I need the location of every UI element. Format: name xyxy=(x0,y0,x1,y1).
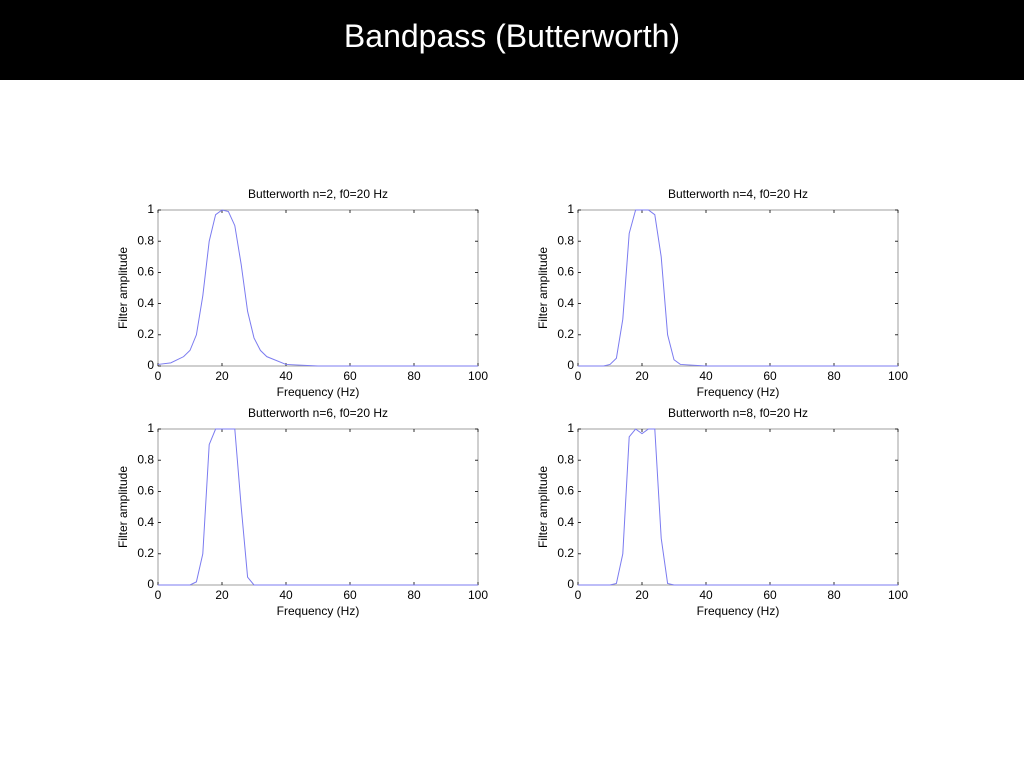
chart-title: Butterworth n=8, f0=20 Hz xyxy=(668,406,808,420)
x-tick-label: 40 xyxy=(699,588,713,602)
y-tick-label: 0.6 xyxy=(557,484,574,498)
x-tick-label: 60 xyxy=(763,588,777,602)
y-tick-label: 0.4 xyxy=(137,296,154,310)
y-tick-label: 0.2 xyxy=(557,327,574,341)
x-axis-label: Frequency (Hz) xyxy=(697,385,780,399)
plot-frame xyxy=(577,428,899,586)
x-tick-label: 20 xyxy=(635,588,649,602)
y-tick-label: 0.8 xyxy=(137,233,154,247)
x-tick-label: 0 xyxy=(575,588,582,602)
x-tick-label: 60 xyxy=(343,588,357,602)
x-tick-label: 80 xyxy=(407,369,421,383)
x-tick-label: 100 xyxy=(468,369,488,383)
y-tick-label: 0.8 xyxy=(557,452,574,466)
y-tick-label: 0.4 xyxy=(137,515,154,529)
line xyxy=(578,428,898,586)
x-tick-label: 0 xyxy=(155,369,162,383)
y-tick-label: 1 xyxy=(567,421,574,435)
line xyxy=(578,209,898,367)
x-tick-label: 20 xyxy=(215,369,229,383)
y-tick-label: 0.2 xyxy=(137,546,154,560)
y-tick-label: 0.2 xyxy=(137,327,154,341)
x-tick-label: 100 xyxy=(888,588,908,602)
y-tick-label: 0.8 xyxy=(557,233,574,247)
y-tick-label: 0.6 xyxy=(137,484,154,498)
y-tick-label: 0 xyxy=(147,358,154,372)
x-tick-label: 40 xyxy=(699,369,713,383)
chart-title: Butterworth n=2, f0=20 Hz xyxy=(248,187,388,201)
y-axis-label: Filter amplitude xyxy=(116,247,130,329)
y-tick-label: 0 xyxy=(567,358,574,372)
x-tick-label: 100 xyxy=(468,588,488,602)
y-tick-label: 0 xyxy=(147,577,154,591)
x-tick-label: 20 xyxy=(215,588,229,602)
y-axis-label: Filter amplitude xyxy=(536,466,550,548)
y-axis-label: Filter amplitude xyxy=(116,466,130,548)
header: Bandpass (Butterworth) xyxy=(0,0,1024,80)
plot-frame xyxy=(577,209,899,367)
y-tick-label: 0.2 xyxy=(557,546,574,560)
y-tick-label: 0.4 xyxy=(557,296,574,310)
x-tick-label: 80 xyxy=(407,588,421,602)
x-tick-label: 100 xyxy=(888,369,908,383)
y-tick-label: 0 xyxy=(567,577,574,591)
line xyxy=(157,209,478,367)
y-tick-label: 0.8 xyxy=(137,452,154,466)
x-tick-label: 60 xyxy=(763,369,777,383)
y-tick-label: 1 xyxy=(147,421,154,435)
x-tick-label: 80 xyxy=(827,369,841,383)
y-tick-label: 0.6 xyxy=(137,265,154,279)
x-tick-label: 60 xyxy=(343,369,357,383)
x-axis-label: Frequency (Hz) xyxy=(277,385,360,399)
slide-title: Bandpass (Butterworth) xyxy=(343,18,681,54)
y-axis-label: Filter amplitude xyxy=(536,247,550,329)
y-tick-label: 0.4 xyxy=(557,515,574,529)
line xyxy=(158,428,478,586)
y-tick-label: 1 xyxy=(147,202,154,216)
x-tick-label: 40 xyxy=(279,588,293,602)
y-tick-label: 1 xyxy=(567,202,574,216)
chart-title: Butterworth n=4, f0=20 Hz xyxy=(668,187,808,201)
x-tick-label: 0 xyxy=(155,588,162,602)
plot-frame xyxy=(157,209,479,367)
x-tick-label: 20 xyxy=(635,369,649,383)
x-axis-label: Frequency (Hz) xyxy=(697,604,780,618)
x-tick-label: 0 xyxy=(575,369,582,383)
chart-title: Butterworth n=6, f0=20 Hz xyxy=(248,406,388,420)
x-axis-label: Frequency (Hz) xyxy=(277,604,360,618)
x-tick-label: 40 xyxy=(279,369,293,383)
x-tick-label: 80 xyxy=(827,588,841,602)
y-tick-label: 0.6 xyxy=(557,265,574,279)
